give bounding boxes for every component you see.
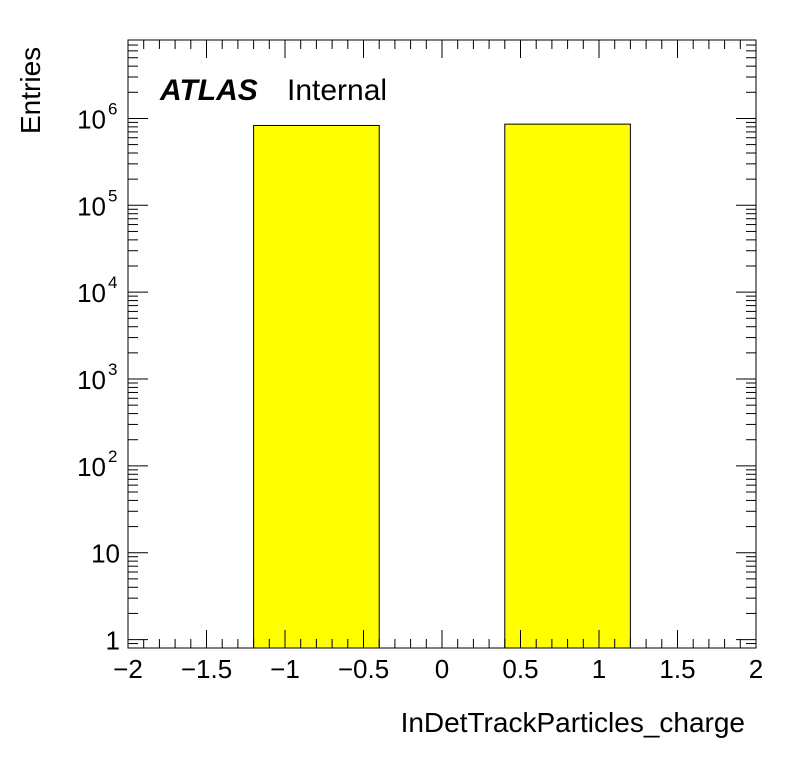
y-tick-exponent: 6 bbox=[108, 99, 117, 118]
x-tick-label: −0.5 bbox=[338, 654, 389, 684]
y-tick-label: 1 bbox=[106, 626, 120, 656]
histogram-bars bbox=[253, 123, 631, 649]
histogram-bar-2 bbox=[504, 123, 631, 649]
x-axis-label: InDetTrackParticles_charge bbox=[401, 707, 745, 738]
y-tick-label: 10 bbox=[77, 452, 106, 482]
y-axis-label: Entries bbox=[15, 47, 46, 134]
histogram-bar-1 bbox=[253, 124, 380, 649]
y-tick-label: 10 bbox=[91, 539, 120, 569]
axis-ticks bbox=[127, 39, 757, 649]
y-tick-label: 10 bbox=[77, 104, 106, 134]
y-tick-label: 10 bbox=[77, 278, 106, 308]
y-tick-label: 10 bbox=[77, 365, 106, 395]
y-tick-exponent: 2 bbox=[108, 447, 117, 466]
x-tick-labels: −2 −1.5 −1 −0.5 0 0.5 1 1.5 2 bbox=[113, 654, 763, 684]
x-tick-label: −2 bbox=[113, 654, 143, 684]
x-tick-label: 1 bbox=[592, 654, 606, 684]
y-tick-exponent: 4 bbox=[108, 273, 117, 292]
plot-frame bbox=[127, 39, 757, 649]
x-tick-label: −1.5 bbox=[181, 654, 232, 684]
x-tick-label: 0.5 bbox=[502, 654, 538, 684]
x-tick-label: 0 bbox=[435, 654, 449, 684]
y-tick-exponent: 3 bbox=[108, 360, 117, 379]
x-tick-label: 2 bbox=[749, 654, 763, 684]
y-tick-label: 10 bbox=[77, 191, 106, 221]
x-tick-label: 1.5 bbox=[659, 654, 695, 684]
y-tick-exponent: 5 bbox=[108, 186, 117, 205]
x-tick-label: −1 bbox=[270, 654, 300, 684]
internal-label: Internal bbox=[287, 74, 387, 107]
atlas-label: ATLAS bbox=[159, 74, 258, 107]
